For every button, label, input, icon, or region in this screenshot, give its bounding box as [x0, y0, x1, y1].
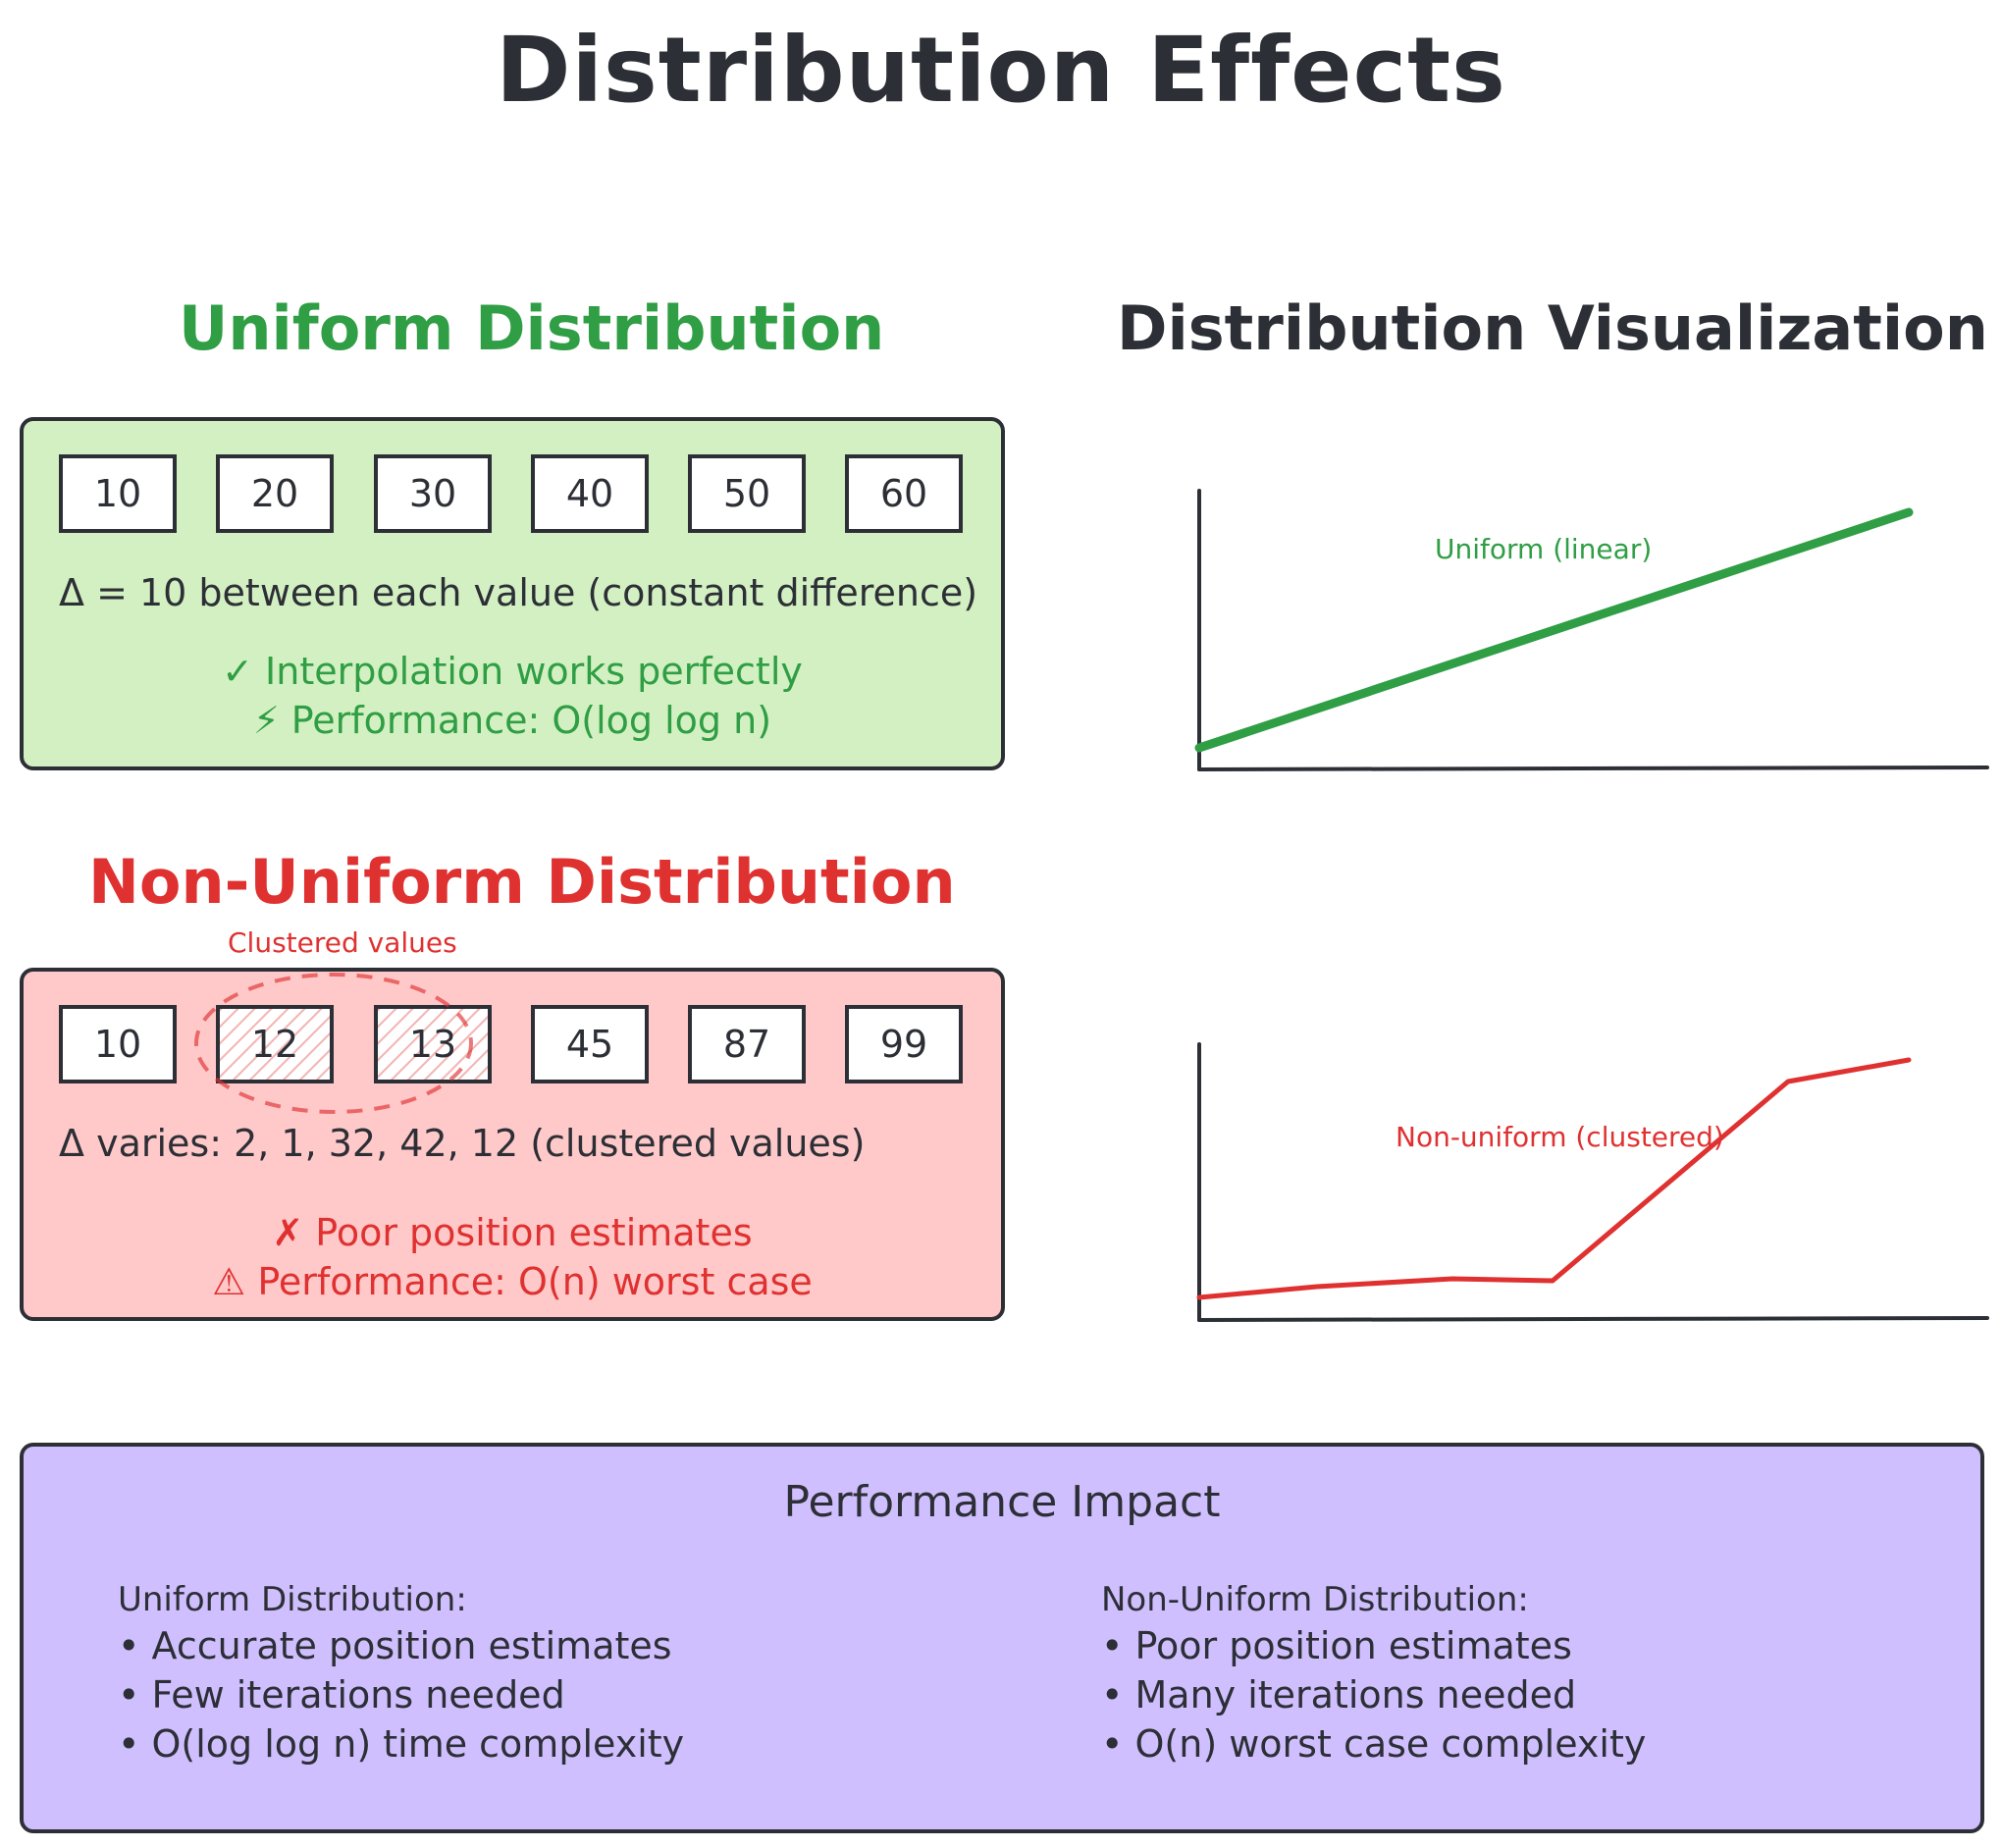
nonuniform-line: [1196, 1057, 1912, 1300]
uniform-cell: 30: [374, 454, 492, 533]
impact-right-heading: Non-Uniform Distribution:: [1101, 1580, 1529, 1619]
uniform-performance-text: ⚡ Performance: O(log log n): [252, 699, 772, 742]
cluster-label: Clustered values: [228, 926, 457, 959]
impact-left-item: • O(log log n) time complexity: [118, 1722, 685, 1766]
nonuniform-cell: 99: [845, 1005, 963, 1083]
impact-right-item: • O(n) worst case complexity: [1101, 1722, 1647, 1766]
nonuniform-heading: Non-Uniform Distribution: [88, 846, 956, 918]
page-title: Distribution Effects: [496, 18, 1506, 123]
nonuniform-delta-text: Δ varies: 2, 1, 32, 42, 12 (clustered va…: [59, 1122, 866, 1165]
nonuniform-cell: 10: [59, 1005, 177, 1083]
nonuniform-panel: [20, 968, 1005, 1321]
uniform-x-axis: [1197, 766, 1989, 771]
performance-impact-panel: [20, 1443, 1984, 1833]
uniform-heading: Uniform Distribution: [179, 292, 885, 364]
impact-left-heading: Uniform Distribution:: [118, 1580, 467, 1619]
uniform-cell: 20: [216, 454, 334, 533]
nonuniform-cell-clustered: 12: [216, 1005, 334, 1083]
nonuniform-performance-text: ⚠ Performance: O(n) worst case: [212, 1260, 813, 1303]
uniform-series-label: Uniform (linear): [1435, 533, 1653, 565]
impact-right-item: • Many iterations needed: [1101, 1673, 1577, 1716]
uniform-cell: 50: [688, 454, 806, 533]
nonuniform-cross-text: ✗ Poor position estimates: [272, 1211, 753, 1254]
impact-right-item: • Poor position estimates: [1101, 1624, 1572, 1667]
visualization-heading: Distribution Visualization: [1117, 292, 1988, 364]
uniform-cell: 40: [531, 454, 649, 533]
nonuniform-cell: 87: [688, 1005, 806, 1083]
uniform-cell: 10: [59, 454, 177, 533]
uniform-check-text: ✓ Interpolation works perfectly: [222, 650, 803, 693]
uniform-line: [1194, 507, 1914, 753]
uniform-delta-text: Δ = 10 between each value (constant diff…: [59, 571, 978, 614]
nonuniform-series-label: Non-uniform (clustered): [1396, 1121, 1724, 1153]
nonuniform-x-axis: [1197, 1316, 1989, 1322]
impact-left-item: • Accurate position estimates: [118, 1624, 672, 1667]
uniform-cell: 60: [845, 454, 963, 533]
cluster-ellipse: [194, 973, 473, 1114]
nonuniform-cell-clustered: 13: [374, 1005, 492, 1083]
impact-left-item: • Few iterations needed: [118, 1673, 565, 1716]
uniform-panel: [20, 417, 1005, 770]
nonuniform-cell: 45: [531, 1005, 649, 1083]
performance-impact-title: Performance Impact: [783, 1477, 1221, 1527]
